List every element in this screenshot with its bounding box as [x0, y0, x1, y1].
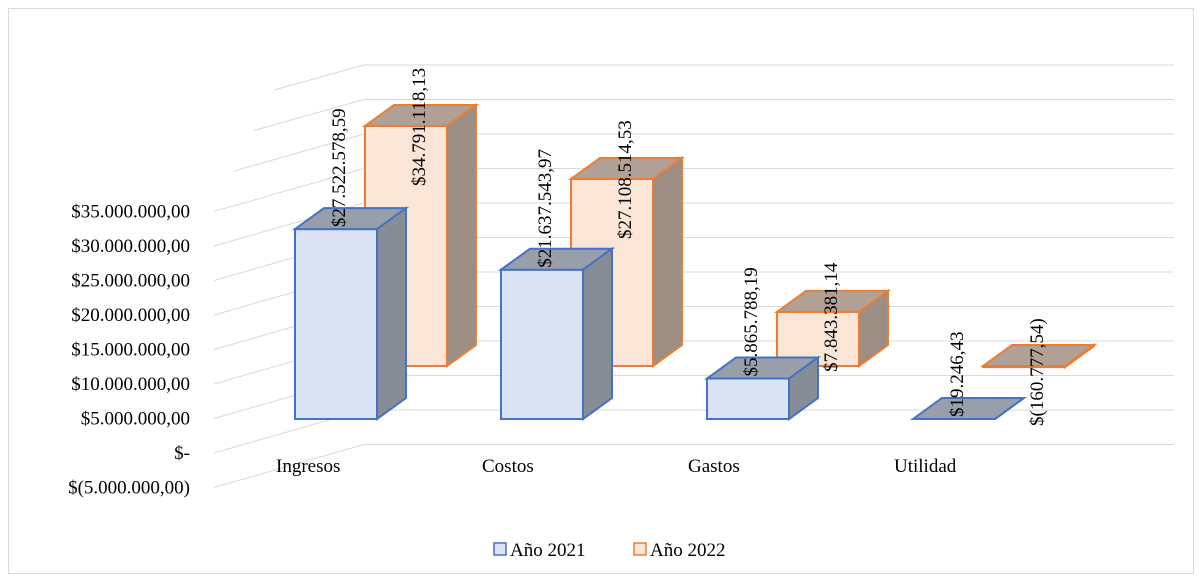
gridline-slant: [213, 444, 365, 488]
bar-side: [376, 206, 407, 421]
y-tick-label: $5.000.000,00: [81, 409, 190, 430]
y-tick-label: $20.000.000,00: [71, 305, 190, 326]
bar-side: [446, 102, 477, 368]
y-tick-label: $30.000.000,00: [71, 236, 190, 257]
bar-side: [1064, 343, 1095, 370]
data-label-2021-utilidad: $19.246,43: [947, 332, 968, 418]
category-label-costos: Costos: [482, 456, 534, 477]
legend: Año 2021 Año 2022: [493, 540, 725, 561]
data-labels: $34.791.118,13 $27.108.514,53 $7.843.381,1…: [329, 68, 1048, 426]
data-label-2022-ingresos: $34.791.118,13: [409, 68, 430, 186]
bar-2021-costos: [497, 246, 616, 421]
bars: [291, 102, 1098, 421]
y-tick-label: $35.000.000,00: [71, 202, 190, 223]
y-axis-ticks: $(5.000.000,00) $- $5.000.000,00 $10.000.00…: [68, 202, 190, 499]
y-tick-label: $15.000.000,00: [71, 340, 190, 361]
bar-2021-utilidad: [909, 397, 1028, 420]
category-label-utilidad: Utilidad: [894, 456, 957, 477]
bar-front: [706, 377, 790, 420]
category-label-gastos: Gastos: [688, 456, 740, 477]
bar-side: [582, 246, 613, 421]
bar-front: [500, 268, 584, 421]
bar-2021-gastos: [703, 355, 822, 421]
gridline-slant: [233, 133, 365, 172]
bar-side: [858, 288, 889, 368]
category-label-ingresos: Ingresos: [276, 456, 340, 477]
bar-top: [909, 397, 1028, 420]
bar-side: [652, 155, 683, 368]
legend-swatch: [493, 542, 507, 556]
y-tick-label: $25.000.000,00: [71, 271, 190, 292]
gridline-slant: [273, 64, 365, 91]
data-label-2022-utilidad: $(160.777,54): [1027, 318, 1048, 426]
bar-2022-utilidad: [979, 343, 1098, 370]
legend-item-2022: Año 2022: [633, 540, 725, 561]
legend-label: Año 2021: [510, 540, 585, 561]
data-label-2021-costos: $21.637.543,97: [535, 149, 556, 268]
y-tick-label: $(5.000.000,00): [68, 478, 190, 499]
data-label-2022-gastos: $7.843.381,14: [821, 262, 842, 372]
bar-2021-ingresos: [291, 206, 410, 421]
data-label-2021-gastos: $5.865.788,19: [741, 267, 762, 376]
bar-side: [994, 397, 1025, 420]
y-tick-label: $-: [174, 443, 190, 464]
category-axis: Ingresos Costos Gastos Utilidad: [276, 456, 957, 477]
data-label-2022-costos: $27.108.514,53: [615, 120, 636, 239]
bar-front: [294, 228, 378, 420]
legend-swatch: [633, 542, 647, 556]
legend-item-2021: Año 2021: [493, 540, 585, 561]
legend-label: Año 2022: [650, 540, 725, 561]
gridline-slant: [253, 99, 365, 131]
gridline-slant: [213, 168, 365, 212]
y-tick-label: $10.000.000,00: [71, 374, 190, 395]
bar-side: [788, 355, 819, 421]
data-label-2021-ingresos: $27.522.578,59: [329, 108, 350, 227]
